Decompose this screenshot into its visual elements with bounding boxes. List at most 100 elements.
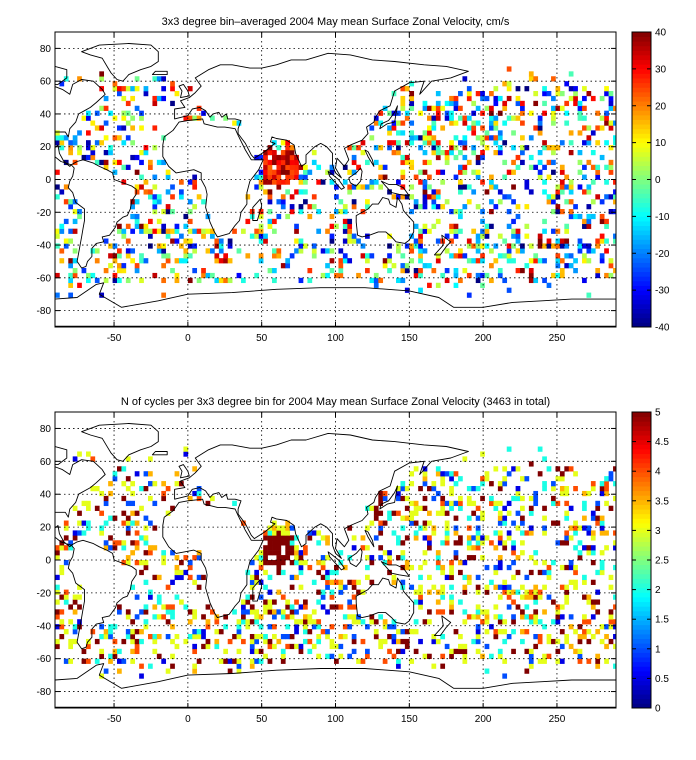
cell: [449, 599, 454, 605]
cell: [289, 159, 295, 166]
cell: [551, 95, 556, 102]
cell: [608, 91, 614, 97]
colorbar-swatch: [632, 110, 651, 116]
cell: [338, 268, 344, 274]
cell: [272, 550, 277, 556]
coastline-australia: [355, 577, 415, 625]
cell: [413, 530, 419, 536]
cell: [502, 515, 508, 521]
cell: [338, 263, 344, 269]
cell: [249, 584, 255, 590]
cell: [263, 599, 268, 605]
cell: [258, 233, 264, 239]
cell: [431, 584, 437, 590]
cell: [608, 609, 614, 615]
cell: [604, 115, 609, 121]
cell: [365, 505, 370, 511]
cell: [165, 233, 171, 239]
cell: [542, 218, 547, 225]
cell: [179, 189, 184, 195]
cell: [551, 500, 556, 507]
cell: [409, 95, 415, 102]
cell: [356, 579, 361, 585]
cell: [72, 258, 78, 264]
cell: [608, 624, 614, 630]
cell: [316, 530, 322, 536]
cell: [99, 105, 105, 111]
cell: [413, 599, 419, 605]
cell: [125, 86, 131, 92]
cell: [254, 555, 260, 561]
cell: [590, 486, 596, 492]
cell: [577, 653, 583, 659]
cell: [515, 204, 521, 210]
cell: [267, 189, 273, 195]
cell: [316, 540, 322, 546]
cell: [263, 189, 268, 195]
cell: [103, 150, 109, 156]
cell: [108, 110, 113, 116]
cell: [152, 648, 158, 655]
cell: [555, 272, 561, 279]
cell: [236, 120, 242, 126]
cell: [524, 530, 530, 536]
cell: [316, 209, 322, 215]
cell: [493, 150, 499, 156]
colorbar-swatch: [632, 509, 651, 515]
colorbar-tick-label: 2: [655, 585, 661, 596]
cell: [577, 213, 583, 220]
cell: [267, 658, 273, 664]
cell: [311, 159, 317, 166]
cell: [604, 223, 609, 229]
cell: [77, 76, 82, 82]
cell: [489, 209, 494, 215]
cell: [303, 550, 308, 556]
cell: [466, 243, 472, 249]
cell: [493, 135, 499, 141]
cell: [458, 105, 463, 111]
cell: [117, 248, 122, 254]
cell: [396, 120, 401, 126]
cell: [267, 545, 273, 551]
cell: [493, 614, 499, 620]
cell: [294, 228, 299, 234]
cell: [342, 564, 348, 571]
cell: [387, 550, 392, 556]
cell: [590, 634, 596, 640]
cell: [303, 619, 308, 625]
cell: [444, 110, 450, 116]
cell: [568, 95, 574, 102]
cell: [480, 619, 485, 625]
cell: [449, 569, 454, 576]
cell: [94, 258, 100, 264]
cell: [453, 629, 459, 635]
cell: [404, 643, 410, 650]
cell: [125, 560, 131, 566]
cell: [564, 530, 570, 536]
cell: [245, 599, 251, 605]
cell: [444, 248, 450, 254]
cell: [139, 663, 144, 669]
cell: [484, 584, 490, 590]
cell: [449, 228, 454, 234]
cell: [444, 540, 450, 546]
cell: [444, 574, 450, 581]
cell: [511, 184, 516, 190]
coastline-iceland: [151, 451, 168, 456]
cell: [387, 268, 392, 274]
cell: [613, 594, 616, 600]
cell: [303, 614, 308, 620]
cell: [280, 530, 286, 536]
cell: [289, 209, 295, 215]
cell: [130, 140, 136, 146]
cell: [320, 604, 326, 610]
cell: [582, 614, 587, 620]
coastline-japan: [379, 485, 398, 510]
cell: [342, 624, 348, 630]
cell: [55, 589, 60, 595]
cell: [497, 629, 503, 635]
cell: [117, 91, 122, 97]
cell: [582, 223, 587, 229]
cell: [458, 169, 463, 175]
cell: [77, 619, 82, 625]
